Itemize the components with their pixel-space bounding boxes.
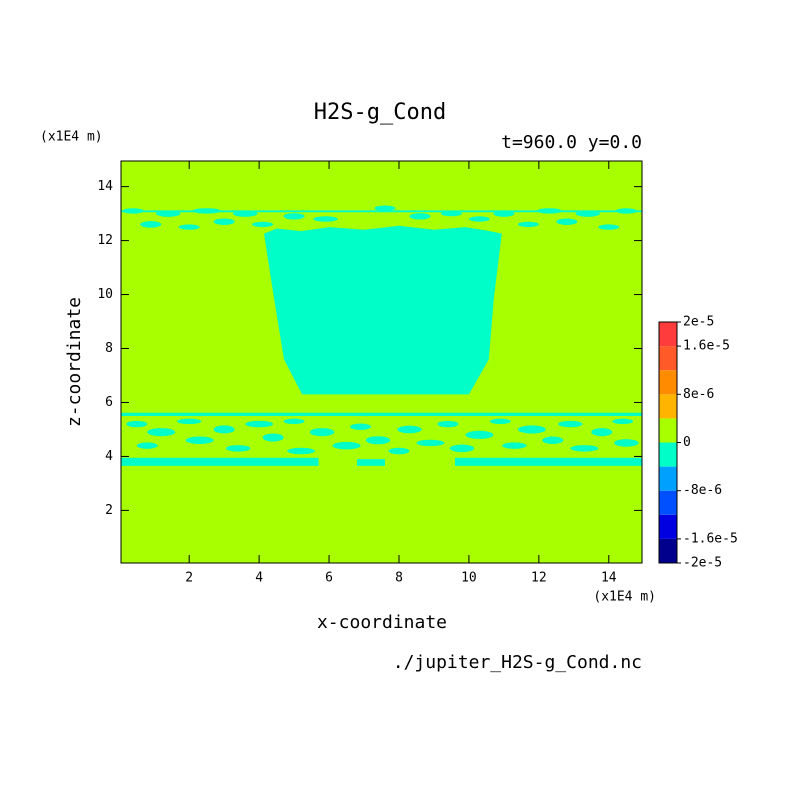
negative-patch (309, 428, 335, 437)
colorbar-band (659, 538, 677, 563)
negative-patch (313, 216, 338, 222)
negative-patch (449, 444, 475, 453)
y-tick-label: 8 (105, 341, 113, 356)
negative-patch (615, 208, 637, 214)
plot-frame (120, 160, 643, 564)
negative-patch (575, 210, 601, 217)
negative-patch (409, 213, 431, 220)
colorbar-band (659, 466, 677, 491)
negative-patch (388, 447, 410, 455)
negative-patch (178, 224, 200, 230)
colorbar-band (659, 514, 677, 539)
x-tick-label: 14 (601, 571, 617, 586)
negative-patch (598, 224, 620, 230)
negative-patch (283, 213, 305, 220)
chart-subtitle: t=960.0 y=0.0 (501, 132, 642, 153)
negative-patch (213, 218, 235, 225)
negative-patch (517, 221, 539, 228)
x-tick-label: 8 (395, 571, 403, 586)
colorbar-band (659, 394, 677, 419)
negative-patch (332, 441, 361, 450)
negative-strip (121, 457, 319, 466)
negative-patch (416, 439, 445, 447)
negative-strip (357, 459, 385, 466)
colorbar-label: 1.6e-5 (683, 339, 730, 354)
negative-patch (176, 418, 202, 425)
colorbar-label: 2e-5 (683, 315, 714, 330)
colorbar-band (659, 346, 677, 371)
negative-region (264, 225, 502, 395)
negative-patch (440, 210, 462, 217)
y-tick-label: 6 (105, 395, 113, 410)
colorbar-band (659, 370, 677, 395)
negative-patch (262, 433, 284, 442)
negative-patch (502, 442, 527, 449)
negative-strip (454, 457, 642, 466)
negative-patch (155, 210, 181, 217)
negative-patch (558, 420, 583, 428)
negative-patch (185, 436, 214, 445)
negative-patch (287, 447, 316, 455)
y-tick-label: 14 (97, 179, 113, 194)
negative-patch (489, 418, 511, 425)
x-tick-label: 4 (255, 571, 263, 586)
negative-patch (126, 420, 148, 428)
negative-patch (468, 216, 490, 222)
negative-patch (252, 221, 274, 228)
colorbar-label: 0 (683, 435, 691, 450)
y-tick-label: 4 (105, 449, 113, 464)
colorbar-label: -1.6e-5 (683, 531, 738, 546)
negative-strip (121, 412, 642, 416)
negative-patch (397, 425, 422, 434)
negative-patch (232, 210, 258, 217)
colorbar-band (659, 490, 677, 515)
negative-patch (225, 445, 251, 452)
x-tick-label: 6 (325, 571, 333, 586)
x-axis-label: x-coordinate (317, 612, 447, 633)
colorbar-band (659, 442, 677, 467)
negative-patch (365, 436, 391, 445)
chart-title: H2S-g_Cond (314, 100, 446, 125)
y-unit: (x1E4 m) (40, 130, 103, 145)
y-axis-label: z-coordinate (64, 297, 85, 427)
negative-patch (537, 208, 562, 214)
negative-patch (614, 439, 639, 447)
negative-patch (465, 430, 494, 439)
negative-strip (121, 210, 642, 213)
colorbar-band (659, 418, 677, 443)
negative-patch (192, 208, 221, 214)
x-tick-label: 10 (461, 571, 477, 586)
x-tick-label: 2 (185, 571, 193, 586)
negative-patch (612, 418, 634, 425)
negative-patch (147, 428, 176, 437)
negative-patch (591, 428, 613, 437)
negative-patch (570, 445, 599, 452)
negative-patch (437, 420, 459, 428)
colorbar-label: -2e-5 (683, 556, 722, 571)
negative-patch (245, 420, 274, 428)
y-tick-label: 12 (97, 233, 113, 248)
x-unit: (x1E4 m) (593, 590, 656, 605)
x-tick-label: 12 (531, 571, 547, 586)
colorbar-label: 8e-6 (683, 387, 714, 402)
negative-patch (542, 436, 564, 445)
negative-patch (140, 221, 162, 228)
negative-patch (283, 418, 305, 425)
footnote: ./jupiter_H2S-g_Cond.nc (393, 652, 642, 673)
y-tick-label: 2 (105, 503, 113, 518)
colorbar-band (659, 322, 677, 347)
negative-patch (136, 442, 158, 449)
colorbar-label: -8e-6 (683, 483, 722, 498)
negative-patch (493, 210, 515, 217)
y-tick-label: 10 (97, 287, 113, 302)
negative-patch (122, 208, 144, 214)
negative-patch (350, 423, 372, 430)
negative-patch (374, 205, 396, 211)
negative-patch (213, 425, 235, 434)
negative-patch (556, 218, 578, 225)
negative-patch (517, 425, 546, 434)
